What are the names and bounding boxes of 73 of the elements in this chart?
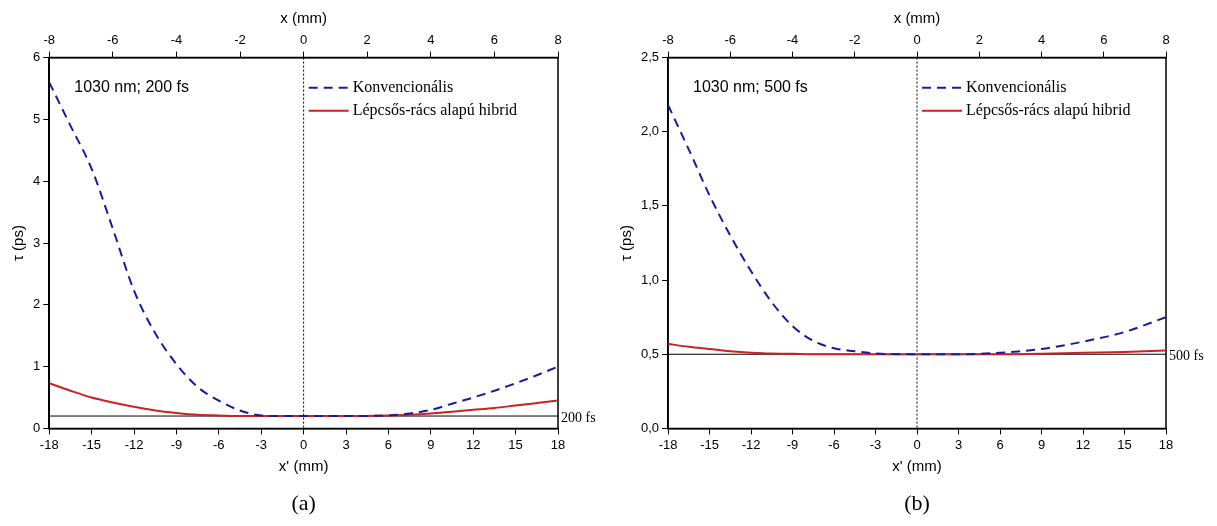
y-axis-title: τ (ps) (617, 225, 635, 261)
y-tick-label: 2,5 (640, 49, 660, 65)
y-tick-label: 1,0 (640, 271, 660, 287)
ref-line-label: 500 fs (1169, 347, 1204, 363)
x-tick-label: 18 (550, 436, 566, 452)
x2-tick-label: 6 (1100, 32, 1108, 48)
x-tick-label: -6 (213, 436, 225, 452)
x-tick-label: -15 (700, 436, 719, 452)
x-tick-label: -18 (39, 436, 59, 452)
y-tick-label: 2,0 (640, 123, 660, 139)
x-tick-label: -18 (658, 436, 678, 452)
x2-tick-label: 4 (1037, 32, 1046, 48)
x-tick-label: 3 (954, 436, 963, 452)
y-tick-label: 0,5 (640, 345, 660, 361)
x-tick-label: 15 (508, 436, 523, 452)
x-tick-label: -9 (170, 436, 183, 452)
x2-tick-label: -4 (170, 32, 183, 48)
x-tick-label: 9 (427, 436, 435, 452)
y-tick-label: 4 (33, 172, 41, 188)
x-tick-label: 6 (384, 436, 393, 452)
y-tick-label: 1,5 (640, 197, 660, 213)
x2-tick-label: 6 (490, 32, 499, 48)
legend-label: Konvencionális (352, 78, 454, 96)
x2-tick-label: 0 (300, 32, 308, 48)
x-tick-label: 0 (913, 436, 921, 452)
x2-tick-label: 8 (1162, 32, 1170, 48)
x2-tick-label: 4 (427, 32, 435, 48)
x-tick-label: 15 (1117, 436, 1132, 452)
x2-tick-label: 0 (913, 32, 921, 48)
legend-label: Konvencionális (966, 78, 1067, 96)
x2-tick-label: -2 (849, 32, 861, 48)
x-tick-label: -12 (124, 436, 144, 452)
x-tick-label: -9 (786, 436, 799, 452)
x2-tick-label: -8 (43, 32, 56, 48)
x2-tick-label: -4 (786, 32, 799, 48)
x2-tick-label: 8 (554, 32, 562, 48)
x-tick-label: 3 (342, 436, 350, 452)
x2-axis-title: x (mm) (280, 9, 327, 27)
x-tick-label: 12 (465, 436, 481, 452)
x-tick-label: 6 (996, 436, 1004, 452)
ref-line-label: 200 fs (561, 409, 596, 425)
y-tick-label: 5 (33, 110, 41, 126)
x-tick-label: -15 (82, 436, 102, 452)
x-tick-label: 18 (1158, 436, 1174, 452)
y-tick-label: 3 (33, 234, 41, 250)
x2-axis-title: x (mm) (893, 9, 941, 27)
x-tick-label: -6 (828, 436, 840, 452)
x2-tick-label: 2 (975, 32, 983, 48)
x-tick-label: -3 (255, 436, 267, 452)
x-tick-label: -3 (869, 436, 882, 452)
y-tick-label: 6 (33, 49, 41, 65)
y-axis-title: τ (ps) (9, 225, 27, 261)
x2-tick-label: -6 (724, 32, 737, 48)
x2-tick-label: -2 (234, 32, 246, 48)
y-tick-label: 2 (33, 296, 41, 312)
legend-label: Lépcsős-rács alapú hibrid (966, 101, 1131, 120)
x2-tick-label: -6 (107, 32, 119, 48)
annotation: 1030 nm; 500 fs (693, 78, 808, 96)
y-tick-label: 1 (33, 358, 41, 374)
legend-label: Lépcsős-rács alapú hibrid (352, 101, 518, 120)
x2-tick-label: -8 (662, 32, 674, 48)
x-axis-title: x' (mm) (892, 457, 942, 475)
x-tick-label: -12 (741, 436, 761, 452)
y-tick-label: 0 (33, 419, 41, 435)
x-axis-title: x' (mm) (278, 457, 329, 475)
y-tick-label: 0,0 (640, 419, 660, 435)
text: (a) (291, 489, 316, 515)
x-tick-label: 0 (300, 436, 308, 452)
x2-tick-label: 2 (363, 32, 371, 48)
x-tick-label: 9 (1037, 436, 1046, 452)
annotation: 1030 nm; 200 fs (74, 78, 189, 96)
text: (b) (904, 489, 930, 515)
x-tick-label: 12 (1075, 436, 1091, 452)
